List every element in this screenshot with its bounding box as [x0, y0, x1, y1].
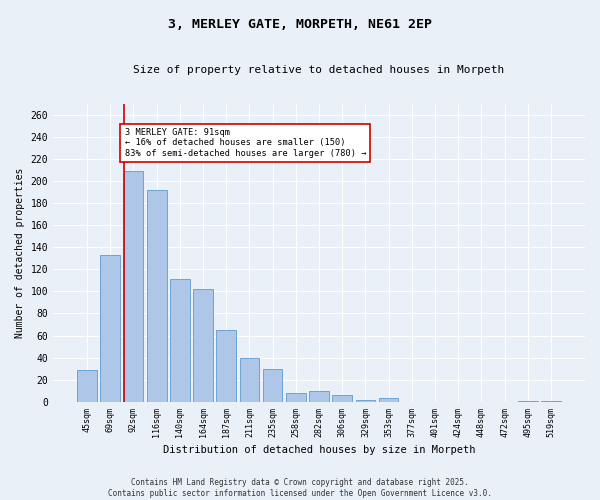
Bar — [217, 330, 236, 402]
Text: 3, MERLEY GATE, MORPETH, NE61 2EP: 3, MERLEY GATE, MORPETH, NE61 2EP — [168, 18, 432, 30]
Text: 3 MERLEY GATE: 91sqm
← 16% of detached houses are smaller (150)
83% of semi-deta: 3 MERLEY GATE: 91sqm ← 16% of detached h… — [125, 128, 366, 158]
Bar — [309, 391, 329, 402]
Bar — [170, 279, 190, 402]
Bar — [124, 171, 143, 402]
Bar — [356, 400, 375, 402]
Bar — [239, 358, 259, 402]
Bar — [541, 400, 561, 402]
Bar — [193, 289, 213, 402]
Bar — [332, 395, 352, 402]
Title: Size of property relative to detached houses in Morpeth: Size of property relative to detached ho… — [133, 65, 505, 75]
Bar — [263, 368, 283, 402]
Bar — [100, 255, 120, 402]
Bar — [518, 400, 538, 402]
Bar — [77, 370, 97, 402]
Bar — [147, 190, 167, 402]
Bar — [379, 398, 398, 402]
Text: Contains HM Land Registry data © Crown copyright and database right 2025.
Contai: Contains HM Land Registry data © Crown c… — [108, 478, 492, 498]
Bar — [286, 393, 305, 402]
X-axis label: Distribution of detached houses by size in Morpeth: Distribution of detached houses by size … — [163, 445, 475, 455]
Y-axis label: Number of detached properties: Number of detached properties — [15, 168, 25, 338]
